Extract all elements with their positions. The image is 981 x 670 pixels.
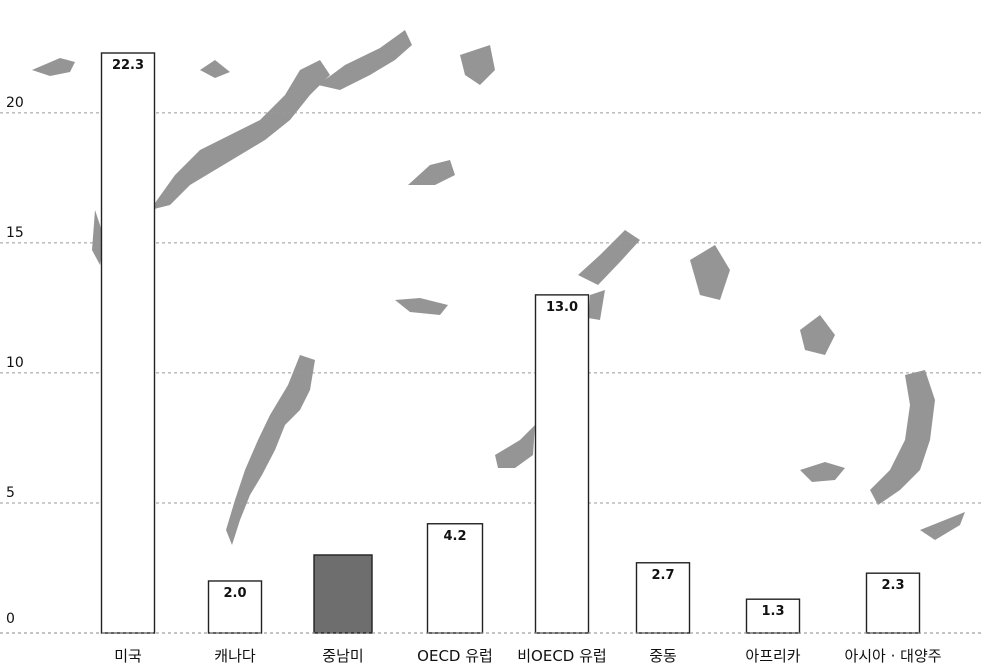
map-land-australia	[870, 370, 935, 505]
map-land-madagascar	[495, 425, 535, 468]
map-land-europe	[408, 160, 455, 185]
map-land-new-zealand	[920, 512, 965, 540]
y-tick-label: 15	[6, 225, 24, 241]
bar-value-label: 2.3	[881, 578, 904, 593]
map-land-africa-north	[395, 298, 448, 315]
category-label: OECD 유럽	[417, 647, 493, 665]
bar-5	[635, 562, 691, 634]
bar-value-label: 1.3	[761, 604, 784, 619]
map-land-southeast-asia	[800, 315, 835, 355]
bar-7	[865, 572, 921, 634]
data-labels: 22.3 2.0 4.2 13.0 2.7 1.3 2.3	[112, 58, 905, 619]
bar-value-label: 22.3	[112, 58, 144, 73]
map-land-greenland	[318, 30, 412, 90]
map-land-arctic	[200, 60, 230, 78]
map-land-island	[800, 462, 845, 482]
y-tick-label: 5	[6, 485, 15, 501]
map-land-scandinavia	[460, 45, 495, 85]
world-map-background	[32, 30, 965, 545]
bar-value-label: 2.0	[223, 586, 246, 601]
map-land-africa-east	[588, 290, 605, 320]
bar-value-label: 13.0	[546, 300, 578, 315]
category-label: 비OECD 유럽	[517, 647, 606, 665]
bar-0	[100, 52, 156, 634]
map-land-south-america	[226, 355, 315, 545]
bars	[100, 52, 921, 634]
y-tick-label: 20	[6, 95, 24, 111]
bar-value-label: 2.7	[651, 568, 674, 583]
y-axis-ticks: 0 5 10 15 20	[6, 95, 24, 627]
category-label: 중동	[649, 647, 677, 665]
category-label: 아프리카	[745, 647, 800, 665]
map-land-middle-east	[578, 230, 640, 285]
category-label: 캐나다	[214, 647, 256, 665]
category-label: 미국	[114, 647, 142, 665]
map-land-alaska	[32, 58, 75, 76]
category-label: 중남미	[322, 647, 363, 665]
bar-3	[426, 523, 484, 634]
bar-4	[534, 294, 590, 634]
gridlines	[0, 112, 981, 504]
y-tick-label: 0	[6, 611, 15, 627]
y-tick-label: 10	[6, 355, 24, 371]
category-labels: 미국 캐나다 중남미 OECD 유럽 비OECD 유럽 중동 아프리카 아시아 · 대양주	[114, 647, 941, 665]
map-land-north-america	[150, 60, 330, 210]
category-label: 아시아 · 대양주	[844, 647, 941, 665]
bar-6	[745, 598, 801, 634]
bar-value-label: 4.2	[443, 529, 466, 544]
map-land-east-asia	[690, 245, 730, 300]
bar-2	[313, 554, 373, 634]
